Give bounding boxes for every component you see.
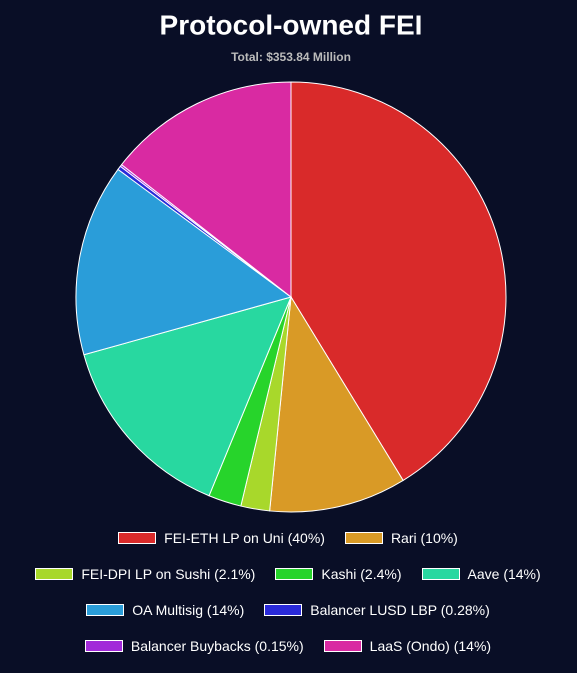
legend-item[interactable]: Aave (14%)	[421, 564, 541, 584]
legend-item[interactable]: Balancer LUSD LBP (0.28%)	[264, 600, 490, 620]
chart-title: Protocol-owned FEI	[160, 9, 423, 40]
pie-slice	[269, 295, 404, 513]
legend-label: Balancer Buybacks (0.15%)	[130, 638, 304, 654]
legend-swatch	[86, 604, 125, 616]
legend-swatch	[118, 532, 157, 544]
legend-item[interactable]: Kashi (2.4%)	[275, 564, 402, 584]
legend-swatch	[344, 532, 383, 544]
legend-label: FEI-DPI LP on Sushi (2.1%)	[81, 566, 256, 582]
legend-swatch	[323, 640, 362, 652]
legend-label: Kashi (2.4%)	[321, 566, 402, 582]
legend-swatch	[264, 604, 303, 616]
pie-slice	[75, 168, 293, 356]
legend-swatch	[275, 568, 314, 580]
legend-swatch	[421, 568, 460, 580]
legend-item[interactable]: FEI-DPI LP on Sushi (2.1%)	[35, 564, 255, 584]
legend-swatch	[35, 568, 74, 580]
pie-slice	[83, 296, 292, 497]
pie-slice	[290, 81, 507, 482]
chart-subtitle: Total: $353.84 Million	[231, 50, 351, 64]
legend-item[interactable]: FEI-ETH LP on Uni (40%)	[118, 528, 325, 548]
legend-swatch	[84, 640, 123, 652]
legend-label: Rari (10%)	[390, 530, 458, 546]
legend-label: FEI-ETH LP on Uni (40%)	[164, 530, 325, 546]
legend: FEI-ETH LP on Uni (40%) Rari (10%) FEI-DPI…	[28, 528, 548, 656]
chart: Protocol-owned FEI Total: $353.84 Millio…	[75, 9, 507, 513]
legend-label: Aave (14%)	[467, 566, 541, 582]
legend-item[interactable]: LaaS (Ondo) (14%)	[323, 636, 492, 656]
legend-item[interactable]: Rari (10%)	[344, 528, 458, 548]
legend-item[interactable]: OA Multisig (14%)	[86, 600, 244, 620]
pie-slice	[120, 81, 292, 299]
legend-item[interactable]: Balancer Buybacks (0.15%)	[84, 636, 304, 656]
legend-label: LaaS (Ondo) (14%)	[369, 638, 492, 654]
legend-label: OA Multisig (14%)	[132, 602, 245, 618]
legend-label: Balancer LUSD LBP (0.28%)	[310, 602, 490, 618]
